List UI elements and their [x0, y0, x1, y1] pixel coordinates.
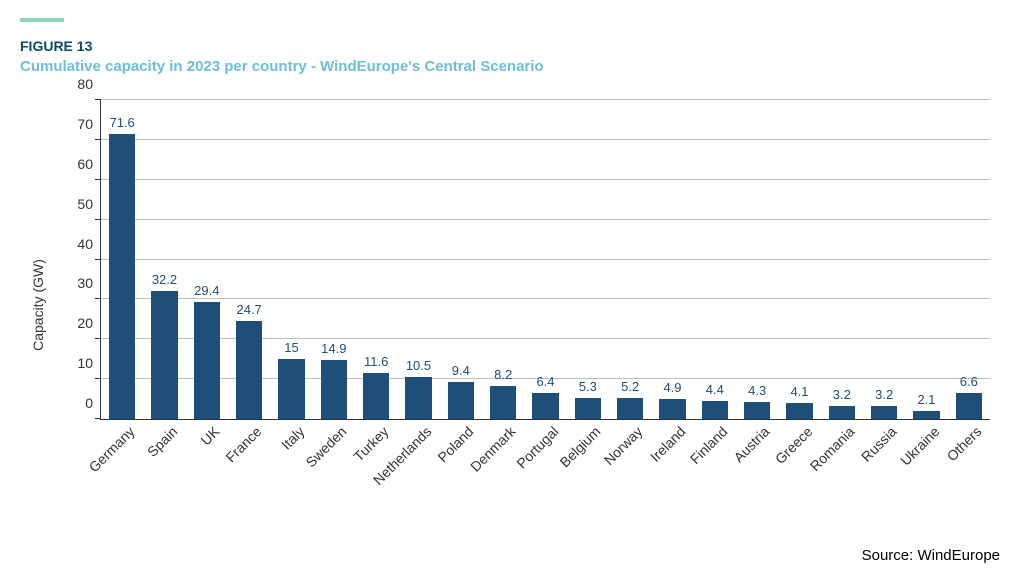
- bar-value-label: 5.2: [621, 379, 639, 394]
- bar: 4.9: [659, 399, 685, 419]
- y-tick-mark: [95, 179, 101, 180]
- x-tick-label: Finland: [682, 419, 730, 467]
- bar-value-label: 4.9: [663, 380, 681, 395]
- accent-bar: [20, 18, 64, 22]
- bar-value-label: 29.4: [194, 283, 219, 298]
- plot-area: 0102030405060708071.6Germany32.2Spain29.…: [100, 100, 990, 420]
- x-tick-label: Belgium: [552, 419, 603, 470]
- x-tick-label: Russia: [854, 419, 900, 465]
- y-tick-label: 30: [77, 275, 101, 291]
- bar-value-label: 4.1: [790, 384, 808, 399]
- bar-value-label: 4.4: [706, 382, 724, 397]
- y-tick-label: 70: [77, 116, 101, 132]
- bar: 5.3: [575, 398, 601, 419]
- y-tick-label: 0: [85, 395, 101, 411]
- y-tick-mark: [95, 259, 101, 260]
- x-tick-label: Spain: [139, 419, 180, 460]
- bar-value-label: 24.7: [236, 302, 261, 317]
- gridline: [101, 259, 990, 260]
- y-tick-label: 40: [77, 236, 101, 252]
- bar: 71.6: [109, 134, 135, 420]
- y-tick-label: 10: [77, 355, 101, 371]
- figure-title: Cumulative capacity in 2023 per country …: [20, 58, 544, 75]
- y-tick-mark: [95, 99, 101, 100]
- bar: 24.7: [236, 321, 262, 419]
- x-tick-label: Norway: [597, 419, 646, 468]
- figure-label: FIGURE 13: [20, 38, 92, 54]
- gridline: [101, 338, 990, 339]
- bar: 29.4: [194, 302, 220, 419]
- bar: 14.9: [321, 360, 347, 419]
- x-tick-label: Sweden: [298, 419, 349, 470]
- y-tick-mark: [95, 418, 101, 419]
- bar-value-label: 5.3: [579, 379, 597, 394]
- bar: 6.4: [532, 393, 558, 419]
- x-tick-label: Germany: [81, 419, 137, 475]
- x-tick-label: Austria: [726, 419, 772, 465]
- x-tick-label: Romania: [802, 419, 857, 474]
- bar: 3.2: [829, 406, 855, 419]
- bar: 10.5: [405, 377, 431, 419]
- bar: 11.6: [363, 373, 389, 419]
- bar-value-label: 8.2: [494, 367, 512, 382]
- gridline: [101, 298, 990, 299]
- x-tick-label: Denmark: [463, 419, 519, 475]
- x-tick-label: Italy: [273, 419, 307, 453]
- y-tick-label: 60: [77, 156, 101, 172]
- bar-value-label: 3.2: [833, 387, 851, 402]
- bar: 4.1: [786, 403, 812, 419]
- bar-value-label: 14.9: [321, 341, 346, 356]
- y-tick-label: 80: [77, 76, 101, 92]
- bar: 3.2: [871, 406, 897, 419]
- y-tick-mark: [95, 219, 101, 220]
- bar: 9.4: [448, 382, 474, 419]
- y-tick-label: 50: [77, 196, 101, 212]
- bar: 4.3: [744, 402, 770, 419]
- bar: 32.2: [151, 291, 177, 419]
- source-text: Source: WindEurope: [862, 547, 1000, 564]
- bar-value-label: 2.1: [917, 392, 935, 407]
- x-tick-label: France: [218, 419, 264, 465]
- bar: 5.2: [617, 398, 643, 419]
- bar-value-label: 6.6: [960, 374, 978, 389]
- gridline: [101, 219, 990, 220]
- bar-value-label: 9.4: [452, 363, 470, 378]
- y-tick-mark: [95, 338, 101, 339]
- bar: 15: [278, 359, 304, 419]
- x-tick-label: Others: [939, 419, 984, 464]
- bar-value-label: 32.2: [152, 272, 177, 287]
- gridline: [101, 179, 990, 180]
- page: FIGURE 13 Cumulative capacity in 2023 pe…: [0, 0, 1024, 576]
- y-tick-mark: [95, 298, 101, 299]
- bar-value-label: 4.3: [748, 383, 766, 398]
- x-tick-label: Portugal: [509, 419, 561, 471]
- y-tick-mark: [95, 139, 101, 140]
- y-tick-label: 20: [77, 315, 101, 331]
- bar-value-label: 71.6: [109, 115, 134, 130]
- bar-value-label: 15: [284, 340, 298, 355]
- x-tick-label: Ukraine: [892, 419, 942, 469]
- gridline: [101, 99, 990, 100]
- chart: Capacity (GW) 0102030405060708071.6Germa…: [30, 90, 1000, 520]
- bar: 4.4: [702, 401, 728, 419]
- bar-value-label: 3.2: [875, 387, 893, 402]
- x-tick-label: UK: [193, 419, 222, 448]
- bar-value-label: 11.6: [364, 354, 388, 369]
- y-tick-mark: [95, 378, 101, 379]
- x-tick-label: Ireland: [642, 419, 688, 465]
- bar: 6.6: [956, 393, 982, 419]
- gridline: [101, 139, 990, 140]
- bar: 8.2: [490, 386, 516, 419]
- y-axis-label: Capacity (GW): [30, 259, 46, 351]
- bar-value-label: 10.5: [406, 358, 431, 373]
- bar-value-label: 6.4: [536, 374, 554, 389]
